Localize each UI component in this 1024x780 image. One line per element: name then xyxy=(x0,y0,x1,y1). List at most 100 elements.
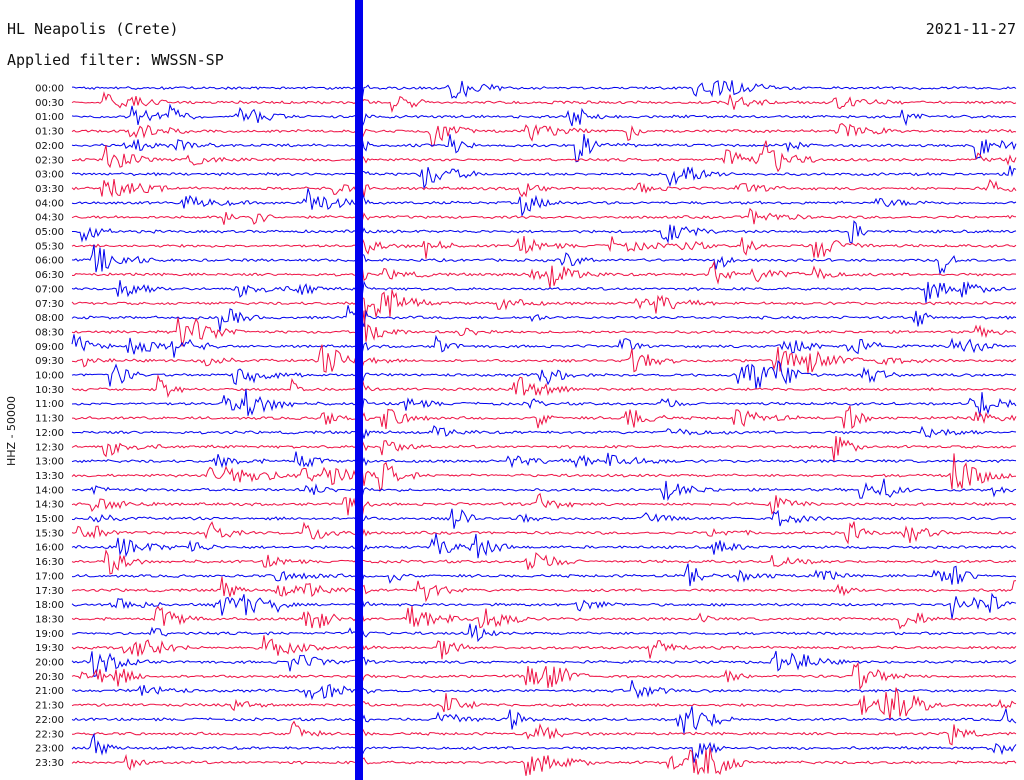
tick-label: 13:00 xyxy=(35,457,64,468)
tick-label: 04:00 xyxy=(35,198,64,209)
tick-label: 21:00 xyxy=(35,686,64,697)
trace-line xyxy=(72,402,1017,430)
tick-label: 10:00 xyxy=(35,371,64,382)
trace-line xyxy=(71,155,1017,190)
trace-line xyxy=(71,720,1017,746)
tick-label: 01:30 xyxy=(35,127,64,138)
trace-line xyxy=(71,383,1017,417)
trace-line xyxy=(71,576,1017,603)
trace-line xyxy=(71,133,1017,163)
tick-label: 09:00 xyxy=(35,342,64,353)
tick-label: 01:00 xyxy=(35,112,64,123)
trace-line xyxy=(71,243,1017,276)
tick-label: 21:30 xyxy=(35,701,64,712)
trace-line xyxy=(71,478,1017,502)
tick-label: 18:30 xyxy=(35,614,64,625)
tick-label: 20:00 xyxy=(35,658,64,669)
trace-line xyxy=(72,220,1017,247)
trace-line xyxy=(71,533,1017,559)
trace-line xyxy=(71,563,1017,589)
trace-line xyxy=(71,91,1017,120)
trace-line xyxy=(71,732,1017,763)
tick-label: 03:30 xyxy=(35,184,64,195)
trace-line xyxy=(72,623,1017,643)
trace-line xyxy=(72,72,1017,101)
tick-label: 20:30 xyxy=(35,672,64,683)
trace-line xyxy=(71,373,1017,399)
trace-line xyxy=(71,592,1017,619)
tick-label: 07:30 xyxy=(35,299,64,310)
tick-label: 07:00 xyxy=(35,284,64,295)
tick-label: 15:30 xyxy=(35,528,64,539)
trace-line xyxy=(71,260,1017,289)
trace-line xyxy=(71,140,1017,175)
date-label: 2021-11-27 xyxy=(925,20,1016,38)
tick-label: 17:30 xyxy=(35,586,64,597)
tick-label: 00:00 xyxy=(35,84,64,95)
trace-line xyxy=(71,447,1017,469)
tick-label: 06:30 xyxy=(35,270,64,281)
filter-label: Applied filter: WWSSN-SP xyxy=(7,51,224,69)
tick-label: 13:30 xyxy=(35,471,64,482)
trace-line xyxy=(71,549,1017,575)
trace-line xyxy=(71,605,1017,630)
trace-line xyxy=(71,687,1017,721)
trace-line xyxy=(71,329,1017,358)
tick-label: 16:00 xyxy=(35,543,64,554)
tick-label: 16:30 xyxy=(35,557,64,568)
trace-line xyxy=(71,661,1017,691)
tick-label: 11:30 xyxy=(35,414,64,425)
trace-line xyxy=(71,289,1017,317)
trace-line xyxy=(71,650,1017,678)
trace-line xyxy=(71,521,1017,545)
tick-label: 19:00 xyxy=(35,629,64,640)
tick-label: 08:30 xyxy=(35,327,64,338)
trace-line xyxy=(71,680,1017,705)
trace-line xyxy=(71,310,1017,347)
trace-line xyxy=(71,747,1017,776)
trace-line xyxy=(71,294,1017,332)
tick-label: 11:00 xyxy=(35,399,64,410)
trace-line xyxy=(71,360,1017,390)
tick-label: 05:30 xyxy=(35,241,64,252)
tick-label: 17:00 xyxy=(35,571,64,582)
tick-label: 12:00 xyxy=(35,428,64,439)
trace-line xyxy=(71,100,1017,128)
tick-label: 08:00 xyxy=(35,313,64,324)
tick-label: 23:00 xyxy=(35,744,64,755)
tick-label: 14:00 xyxy=(35,485,64,496)
tick-label-group: 00:00 00:30 01:00 01:30 02:00 02:30 03:00 03:30… xyxy=(35,84,64,769)
tick-label: 23:30 xyxy=(35,758,64,769)
trace-line xyxy=(71,508,1017,529)
trace-group xyxy=(71,0,1017,780)
tick-label: 04:30 xyxy=(35,213,64,224)
trace-line xyxy=(71,123,1017,147)
tick-label: 09:30 xyxy=(35,356,64,367)
trace-line xyxy=(71,272,1017,303)
trace-line xyxy=(71,706,1017,734)
trace-line xyxy=(71,179,1017,201)
tick-label: 05:00 xyxy=(35,227,64,238)
event-stripe xyxy=(355,0,363,780)
trace-line xyxy=(71,435,1017,465)
tick-label: 02:00 xyxy=(35,141,64,152)
trace-line xyxy=(71,197,1017,225)
trace-line xyxy=(71,420,1017,440)
tick-label: 10:30 xyxy=(35,385,64,396)
tick-label: 19:30 xyxy=(35,643,64,654)
tick-label: 22:30 xyxy=(35,729,64,740)
trace-line xyxy=(71,635,1017,660)
trace-line xyxy=(71,486,1017,519)
tick-label: 22:00 xyxy=(35,715,64,726)
tick-label: 02:30 xyxy=(35,155,64,166)
tick-label: 12:30 xyxy=(35,442,64,453)
trace-line xyxy=(71,453,1016,493)
tick-label: 00:30 xyxy=(35,98,64,109)
tick-label: 03:00 xyxy=(35,170,64,181)
trace-line xyxy=(71,227,1017,259)
tick-label: 15:00 xyxy=(35,514,64,525)
tick-label: 06:00 xyxy=(35,256,64,267)
trace-line xyxy=(71,188,1017,218)
trace-line xyxy=(71,341,1017,374)
